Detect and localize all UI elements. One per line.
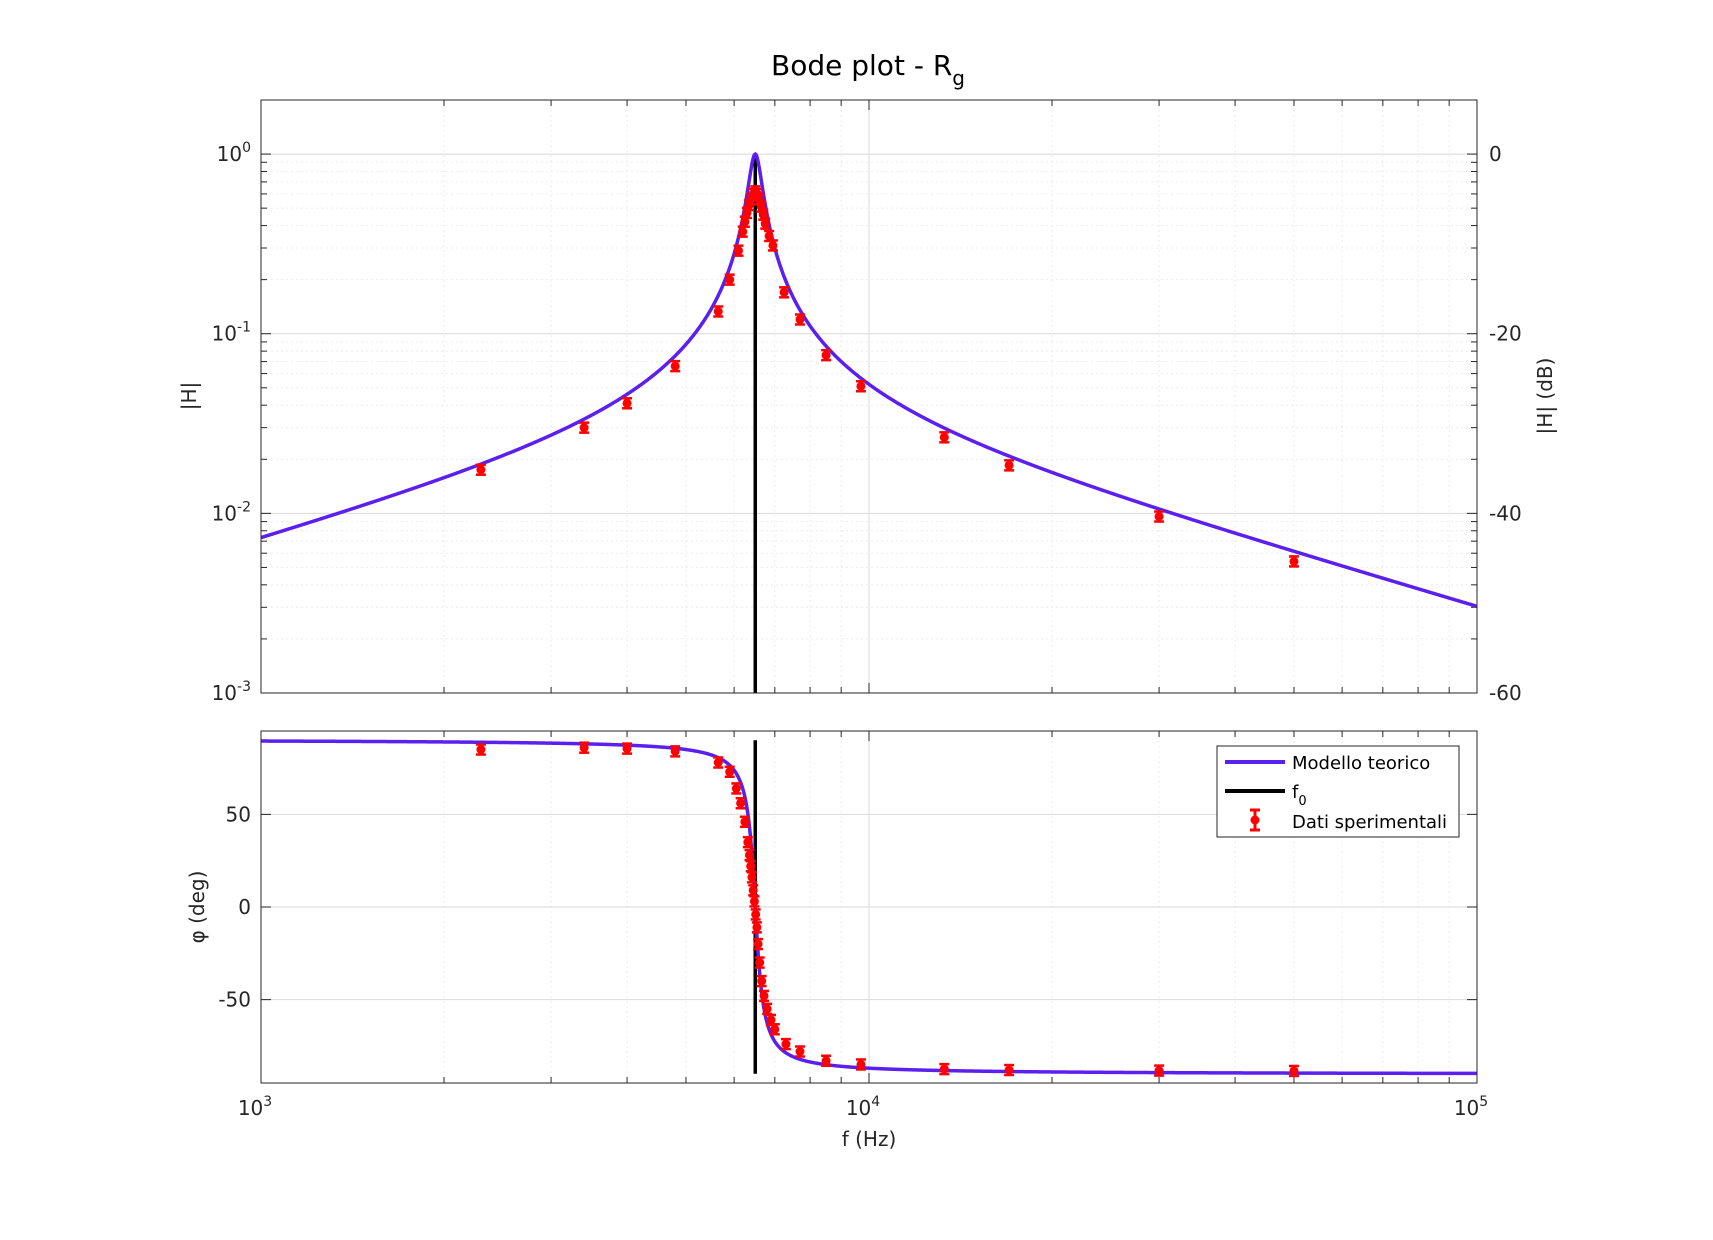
magnitude-data-point [579,421,590,434]
tick-label-exponent: 4 [871,1094,880,1110]
magnitude-data-point [713,305,724,318]
legend-label-f0: f0 [1292,782,1307,809]
phase-data-point [622,742,633,755]
phase-data-point [713,756,724,769]
tick-label-base: 10 [217,142,242,166]
phase-data-point [751,921,762,934]
magnitude-y-tick-label: 10-2 [212,499,251,525]
phase-data-point [1288,1064,1299,1078]
tick-label-base: 10 [846,1096,871,1120]
magnitude-plot-area [261,152,1477,693]
legend-label-model: Modello teorico [1292,753,1430,774]
phase-data-point [756,974,767,988]
magnitude-right-tick-label: -20 [1489,322,1522,346]
tick-label-exponent: -2 [237,499,251,515]
phase-data-point [754,956,765,969]
phase-data-point [794,1045,805,1058]
phase-data-point [769,1023,780,1036]
phase-data-point [759,989,770,1003]
magnitude-data-point [794,313,805,326]
legend-label-data: Dati sperimentali [1292,812,1447,833]
phase-data-point [753,937,764,951]
phase-data-point [821,1054,832,1068]
magnitude-grid [261,100,1477,693]
phase-y-tick-label: -50 [218,988,251,1012]
magnitude-data-point [733,244,744,257]
phase-data-point [670,745,681,758]
magnitude-data-point [622,397,633,410]
magnitude-data-point [855,380,866,393]
tick-label-exponent: 3 [263,1094,272,1110]
phase-data-point [746,871,757,884]
phase-axes-frame [260,730,1478,1084]
phase-y-tick-label: 0 [238,895,251,919]
magnitude-data-point [1004,459,1015,472]
magnitude-ylabel: |H| [177,382,201,411]
magnitude-right-tick-label: 0 [1489,142,1502,166]
phase-data-point [1004,1063,1015,1077]
magnitude-data-point [1154,510,1165,523]
magnitude-data-point [724,273,735,286]
chart-title-main: Bode plot - R [771,49,952,82]
tick-label-base: 10 [1454,1096,1479,1120]
phase-data-point [749,895,760,908]
phase-y-tick-label: 50 [226,802,251,826]
tick-label-base: 10 [212,322,237,346]
x-tick-label: 103 [238,1094,272,1120]
chart-title: Bode plot - Rg [771,49,965,90]
phase-plot-area [261,739,1477,1078]
magnitude-right-tick-label: -60 [1489,681,1522,705]
legend-label-f0-subscript: 0 [1298,794,1306,809]
phase-data-point [939,1062,950,1076]
magnitude-y-tick-label: 10-3 [212,679,251,705]
phase-data-point [1154,1064,1165,1077]
tick-label-exponent: -1 [237,320,251,336]
phase-data-point [750,908,761,921]
phase-xlabel: f (Hz) [842,1127,897,1151]
tick-label-exponent: 5 [1479,1094,1488,1110]
magnitude-data-point [670,359,681,373]
magnitude-axes-frame [260,99,1478,694]
magnitude-data-point [1288,555,1299,568]
tick-label-exponent: 0 [242,140,251,156]
chart-title-subscript: g [952,66,965,90]
tick-label-base: 10 [212,501,237,525]
phase-data-point [742,835,753,849]
phase-ylabel: φ (deg) [185,871,209,944]
magnitude-data-point [475,463,486,476]
legend-swatch-data [1250,808,1260,832]
phase-model-line [261,739,1477,1076]
magnitude-data-point [779,286,790,299]
tick-label-base: 10 [212,681,237,705]
phase-data-point [762,1002,773,1016]
tick-label-exponent: -3 [237,679,251,695]
magnitude-y-tick-label: 10-1 [212,320,251,346]
phase-data-point [731,782,742,795]
phase-data-point [735,797,746,810]
phase-data-point [724,765,735,779]
phase-data-point [780,1037,791,1051]
x-tick-label: 105 [1454,1094,1488,1120]
legend: Modello teorico f0 Dati sperimentali [1216,745,1460,838]
magnitude-model-line [261,152,1477,609]
phase-data-point [855,1058,866,1071]
magnitude-data-point [939,431,950,444]
magnitude-data-point [821,348,832,362]
magnitude-ylabel-right: |H| (dB) [1533,358,1557,435]
legend-label-f0-main: f [1292,782,1299,803]
magnitude-data-point [767,239,778,252]
tick-label-base: 10 [238,1096,263,1120]
phase-data-point [475,743,486,756]
magnitude-y-tick-label: 100 [217,140,251,166]
magnitude-right-tick-label: -40 [1489,501,1522,525]
magnitude-data-point [760,217,771,230]
phase-data-point [579,741,590,754]
phase-data-point [739,815,750,829]
x-tick-label: 104 [846,1094,880,1120]
